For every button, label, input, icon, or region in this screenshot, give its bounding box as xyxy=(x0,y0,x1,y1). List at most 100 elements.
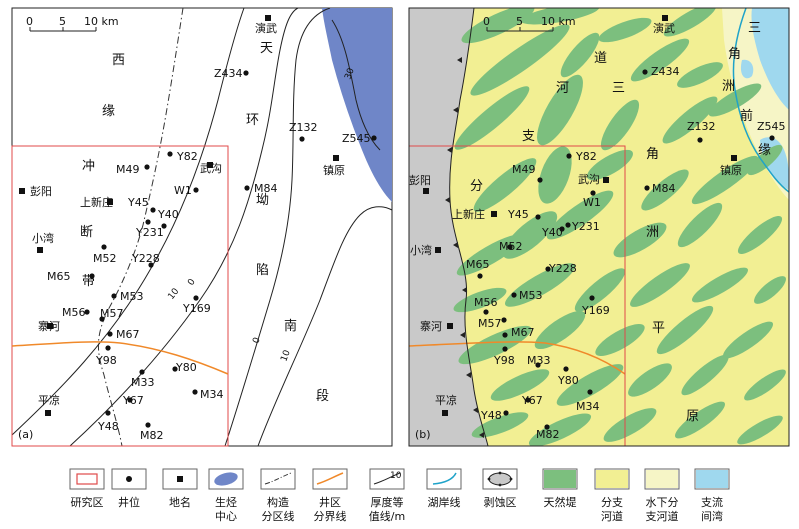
contour-line xyxy=(11,7,245,436)
well-label: Y231 xyxy=(135,226,164,239)
natural-levee-blob xyxy=(600,99,640,151)
legend-item-well: 井位 xyxy=(111,468,147,509)
well-marker xyxy=(148,262,154,268)
natural-levee-blob xyxy=(556,364,624,406)
natural-levee-blob xyxy=(630,263,690,307)
legend-label: 河道 xyxy=(601,509,623,523)
well-label: M84 xyxy=(254,182,278,195)
region-label: 西 xyxy=(112,53,125,68)
natural-levee-blob xyxy=(520,8,600,25)
contour-label: 30 xyxy=(343,67,356,81)
well-marker xyxy=(192,389,198,395)
well-label: Y40 xyxy=(157,208,179,221)
contour-line xyxy=(69,7,299,447)
natural-levee-blob xyxy=(528,413,592,446)
place-label: 上新庄 xyxy=(452,207,485,221)
legend-label: 值线/m xyxy=(369,509,405,523)
study-area-icon xyxy=(76,473,98,485)
region-label: 缘 xyxy=(758,143,771,158)
well-marker xyxy=(299,136,305,142)
place-marker xyxy=(19,188,25,194)
erosion-area xyxy=(409,8,488,446)
natural-levee-blob xyxy=(538,146,572,204)
region-label: 三 xyxy=(748,21,761,36)
well-marker xyxy=(145,219,151,225)
well-marker xyxy=(502,346,508,352)
natural-levee-blob xyxy=(473,158,537,212)
well-icon xyxy=(126,476,132,482)
erosion-tick xyxy=(445,197,450,203)
study-area-box xyxy=(11,145,229,447)
well-area-boundary-line xyxy=(409,341,626,375)
natural-levee-blob xyxy=(628,363,672,397)
place-label: 演武 xyxy=(653,21,675,35)
well-marker xyxy=(483,309,489,315)
well-marker xyxy=(172,366,178,372)
well-label: Z545 xyxy=(342,132,371,145)
well-label: Y98 xyxy=(95,354,117,367)
well-marker xyxy=(145,422,151,428)
legend-item-natural-levee: 天然堤 xyxy=(542,468,578,509)
well-marker xyxy=(502,332,508,338)
well-marker xyxy=(503,410,509,416)
well-marker xyxy=(525,397,531,403)
erosion-tick-icon xyxy=(498,471,502,475)
place-label: 平凉 xyxy=(435,393,457,407)
well-label: Y80 xyxy=(557,374,579,387)
natural-levee-blob xyxy=(691,155,759,205)
well-label: Y67 xyxy=(122,394,144,407)
panel-b-frame xyxy=(408,7,790,447)
contour-label: 0 xyxy=(251,336,262,345)
well-label: Y48 xyxy=(97,420,119,433)
region-label: 缘 xyxy=(102,104,115,119)
well-label: Y82 xyxy=(575,150,597,163)
well-marker xyxy=(84,309,90,315)
legend-label: 分界线 xyxy=(314,509,347,523)
lake-shoreline-icon xyxy=(432,472,457,485)
well-marker xyxy=(697,137,703,143)
legend-item-lake-shoreline: 湖岸线 xyxy=(426,468,462,509)
well-label: Y80 xyxy=(175,361,197,374)
natural-levee-blob xyxy=(534,310,586,350)
place-marker xyxy=(731,155,737,161)
legend-label: 生烃 xyxy=(215,495,237,509)
place-label: 武沟 xyxy=(578,173,600,186)
region-label: 河 xyxy=(556,81,569,96)
scale-tick: 10 km xyxy=(84,15,119,28)
well-label: M34 xyxy=(576,400,600,413)
place-marker xyxy=(333,155,339,161)
well-label: Y169 xyxy=(581,304,610,317)
natural-levee-blob xyxy=(723,321,773,359)
legend-label: 分区线 xyxy=(262,509,295,523)
well-marker xyxy=(107,331,113,337)
well-marker xyxy=(371,135,377,141)
place-marker xyxy=(423,188,429,194)
place-label: 小湾 xyxy=(32,231,54,245)
region-label: 平 xyxy=(652,321,665,336)
well-marker xyxy=(587,389,593,395)
well-label: M57 xyxy=(100,307,124,320)
place-label: 彭阳 xyxy=(409,173,431,187)
well-marker xyxy=(127,397,133,403)
region-label: 段 xyxy=(316,389,329,404)
place-marker xyxy=(442,410,448,416)
place-label: 寨河 xyxy=(420,319,442,333)
well-marker xyxy=(545,266,551,272)
place-label: 小湾 xyxy=(410,243,432,257)
well-label: M53 xyxy=(519,289,543,302)
well-marker xyxy=(535,214,541,220)
erosion-edge xyxy=(449,8,489,446)
well-marker xyxy=(511,292,517,298)
well-label: M82 xyxy=(140,429,164,442)
erosion-tick xyxy=(453,107,458,113)
natural-levee-blob xyxy=(574,268,626,312)
interdistributary-bay xyxy=(740,59,754,79)
legend-label: 湖岸线 xyxy=(428,495,461,509)
well-label: Y98 xyxy=(493,354,515,367)
panel-a: 0 5 10 km (a) 西缘冲断带天环坳陷南段30100100演武镇原彭阳武… xyxy=(11,7,393,447)
natural-levee-blob xyxy=(502,211,558,259)
erosion-area-icon xyxy=(488,472,512,486)
